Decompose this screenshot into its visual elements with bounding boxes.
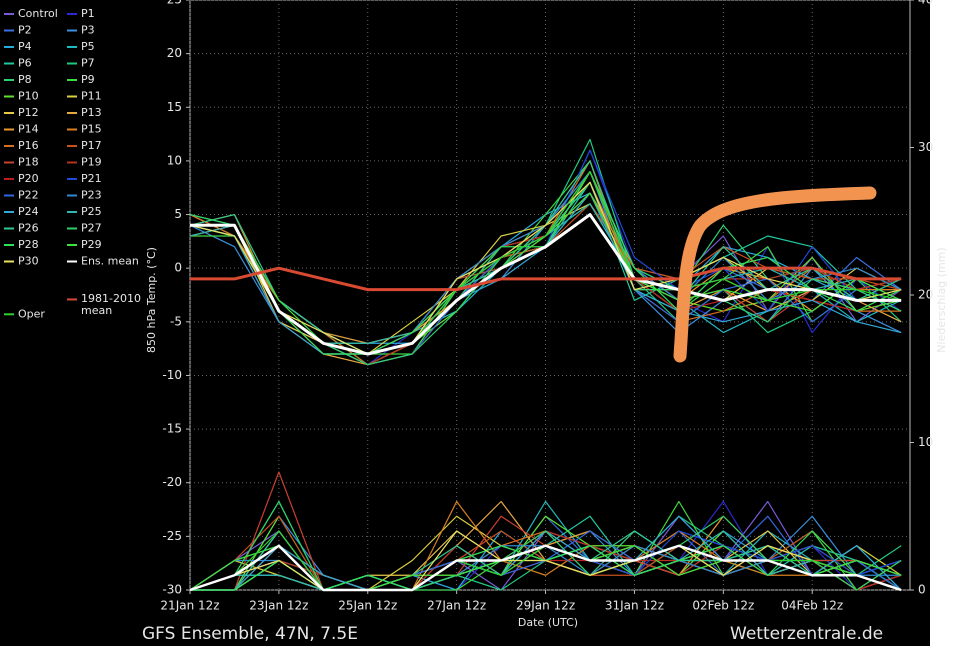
legend-label: P8 [18, 73, 32, 86]
legend-label: P6 [18, 57, 32, 70]
legend-label: P9 [81, 73, 95, 86]
x-tick-label: 29Jan 12z [516, 599, 575, 613]
legend-label: P2 [18, 24, 32, 37]
background [0, 0, 930, 646]
plot-area: -30 -25 -20 -15 -10 -5 0 5 10 15 20 25 0 10 20 30 40 21Ja… [160, 0, 933, 613]
legend-label: P30 [18, 255, 39, 268]
legend-label: P3 [81, 24, 95, 37]
legend-label: P10 [18, 90, 39, 103]
y-tick-label: -15 [162, 422, 182, 436]
y2-tick-label: 20 [918, 288, 933, 302]
legend-label: P11 [81, 90, 102, 103]
temp-line [190, 266, 902, 292]
y2-tick-label: 30 [918, 140, 933, 154]
legend-label: P16 [18, 139, 39, 152]
legend-label: P22 [18, 189, 39, 202]
legend-label: P26 [18, 222, 39, 235]
legend-label: P28 [18, 238, 39, 251]
legend-label: P24 [18, 205, 39, 218]
y-axis-label: 850 hPa Temp. (°C) [145, 247, 158, 353]
chart-title: GFS Ensemble, 47N, 7.5E [142, 624, 358, 644]
y-tick-label: -5 [170, 314, 182, 328]
legend-label: P15 [81, 123, 102, 136]
x-tick-label: 04Feb 12z [781, 599, 843, 613]
legend-label: P12 [18, 106, 39, 119]
y-tick-label: 10 [167, 153, 182, 167]
y-tick-label: 0 [174, 261, 182, 275]
legend-label: 1981-2010 mean [81, 292, 141, 318]
temp-line [189, 181, 902, 355]
y-tick-label: 25 [167, 0, 182, 7]
legend-label: P7 [81, 57, 95, 70]
y-tick-label: -20 [162, 475, 182, 489]
y2-tick-label: 10 [918, 435, 933, 449]
legend-label: P13 [81, 106, 102, 119]
legend-label: Oper [18, 307, 45, 320]
legend-label: P4 [18, 40, 32, 53]
legend-label: P25 [81, 205, 102, 218]
y-tick-label: 5 [174, 207, 182, 221]
temp-line [190, 213, 902, 356]
y-tick-label: -25 [162, 529, 182, 543]
annotation-curve [673, 186, 877, 363]
y2-axis-label: Niederschlag (mm) [935, 247, 948, 352]
x-tick-label: 31Jan 12z [605, 599, 664, 613]
legend-label: P5 [81, 40, 95, 53]
legend-label: Ens. mean [81, 255, 139, 268]
y-tick-label: -10 [162, 368, 182, 382]
legend-label: P1 [81, 7, 95, 20]
x-tick-label: 27Jan 12z [427, 599, 486, 613]
x-tick-label: 23Jan 12z [249, 599, 308, 613]
legend: Control P1 P2 P3 P4 P5 P6 P7 P8 P9 P10 P11 P12 P13 P14… [4, 7, 139, 320]
x-tick-label: 25Jan 12z [338, 599, 397, 613]
legend-label: P21 [81, 172, 102, 185]
legend-label: P18 [18, 156, 39, 169]
source: Wetterzentrale.de [730, 624, 883, 644]
y2-tick-label: 40 [918, 0, 933, 7]
y-tick-label: 15 [167, 100, 182, 114]
legend-label: Control [18, 7, 58, 20]
precip-line [189, 530, 902, 591]
legend-label: P29 [81, 238, 102, 251]
precip-line [189, 544, 902, 592]
legend-label: P27 [81, 222, 102, 235]
y-tick-label: -30 [162, 583, 182, 597]
y-tick-label: 20 [167, 46, 182, 60]
x-tick-label: 21Jan 12z [160, 599, 219, 613]
legend-label: P23 [81, 189, 102, 202]
y2-tick-label: 0 [918, 583, 926, 597]
x-axis-label: Date (UTC) [518, 616, 578, 629]
x-tick-label: 02Feb 12z [692, 599, 754, 613]
legend-label: P20 [18, 172, 39, 185]
legend-label: P14 [18, 123, 39, 136]
legend-label: P19 [81, 156, 102, 169]
legend-label: P17 [81, 139, 102, 152]
